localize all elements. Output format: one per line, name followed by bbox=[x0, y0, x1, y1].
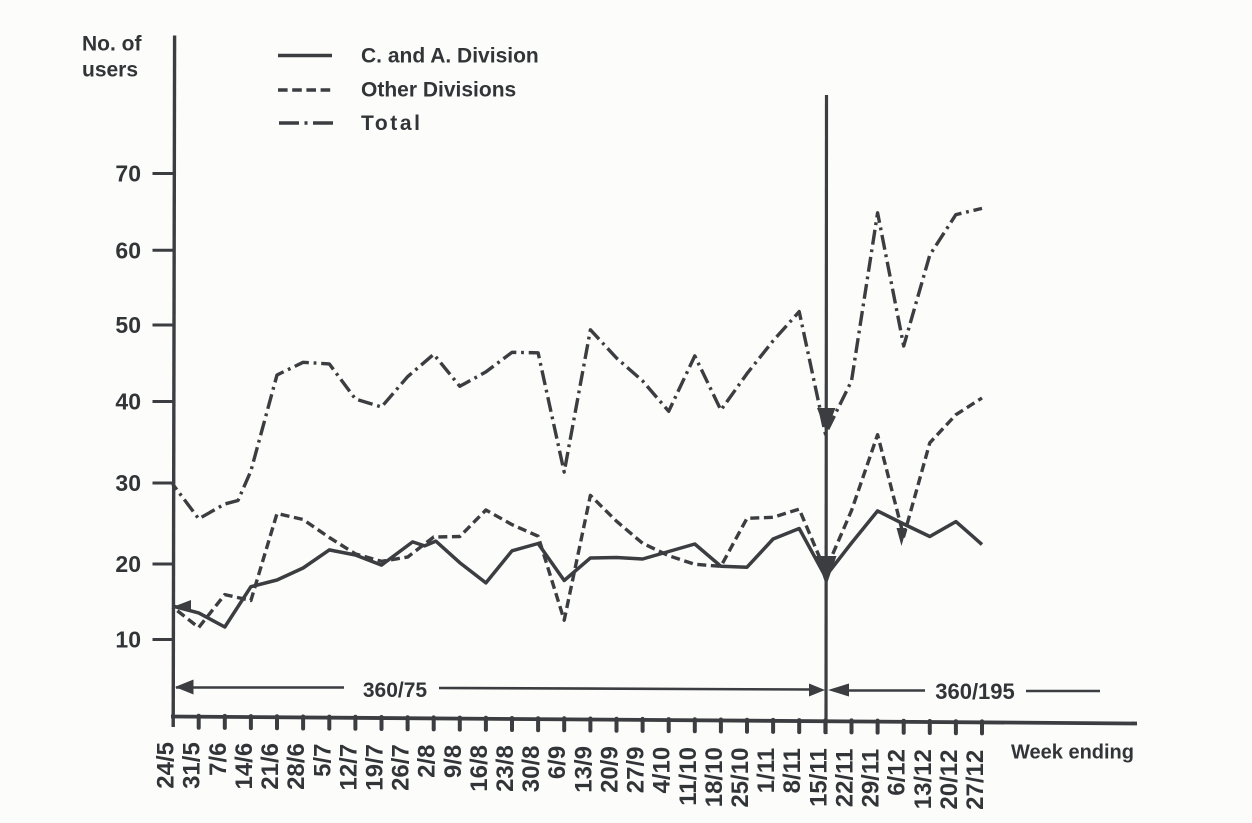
svg-text:13/12: 13/12 bbox=[910, 749, 937, 809]
svg-text:7/6: 7/6 bbox=[205, 743, 232, 776]
svg-text:18/10: 18/10 bbox=[701, 747, 728, 807]
svg-text:Total: Total bbox=[361, 112, 423, 135]
svg-text:25/10: 25/10 bbox=[727, 748, 754, 808]
svg-text:30: 30 bbox=[115, 470, 141, 496]
svg-text:5/7: 5/7 bbox=[309, 744, 336, 777]
svg-text:31/5: 31/5 bbox=[179, 742, 206, 789]
svg-text:15/11: 15/11 bbox=[805, 748, 832, 807]
svg-text:4/10: 4/10 bbox=[649, 747, 676, 794]
svg-text:360/195: 360/195 bbox=[935, 679, 1015, 704]
svg-text:21/6: 21/6 bbox=[257, 743, 284, 790]
svg-text:28/6: 28/6 bbox=[283, 743, 310, 790]
svg-text:50: 50 bbox=[115, 312, 141, 338]
svg-text:13/9: 13/9 bbox=[570, 746, 597, 793]
svg-text:24/5: 24/5 bbox=[153, 742, 180, 789]
svg-text:2/8: 2/8 bbox=[414, 745, 441, 778]
svg-text:Other Divisions: Other Divisions bbox=[361, 79, 516, 102]
svg-text:30/8: 30/8 bbox=[518, 746, 545, 793]
svg-text:12/7: 12/7 bbox=[335, 744, 362, 791]
svg-text:60: 60 bbox=[115, 237, 141, 263]
svg-text:6/9: 6/9 bbox=[544, 746, 571, 779]
svg-text:26/7: 26/7 bbox=[388, 744, 415, 791]
svg-text:6/12: 6/12 bbox=[884, 749, 911, 796]
svg-text:16/8: 16/8 bbox=[466, 745, 493, 792]
svg-text:10: 10 bbox=[115, 627, 141, 653]
svg-text:C. and A. Division: C. and A. Division bbox=[361, 45, 539, 68]
svg-text:360/75: 360/75 bbox=[363, 679, 428, 702]
svg-text:20: 20 bbox=[115, 551, 141, 577]
svg-text:8/11: 8/11 bbox=[779, 748, 806, 793]
svg-text:40: 40 bbox=[115, 389, 141, 415]
svg-text:9/8: 9/8 bbox=[440, 745, 467, 778]
svg-text:20/12: 20/12 bbox=[936, 750, 963, 810]
svg-text:27/9: 27/9 bbox=[623, 747, 650, 794]
svg-text:70: 70 bbox=[115, 161, 141, 187]
svg-text:29/11: 29/11 bbox=[858, 749, 885, 808]
svg-text:Week ending: Week ending bbox=[1011, 742, 1134, 764]
svg-text:19/7: 19/7 bbox=[362, 744, 389, 791]
svg-text:11/10: 11/10 bbox=[675, 747, 702, 806]
svg-text:23/8: 23/8 bbox=[492, 745, 519, 792]
svg-text:22/11: 22/11 bbox=[832, 749, 859, 808]
svg-text:20/9: 20/9 bbox=[597, 746, 624, 793]
svg-text:27/12: 27/12 bbox=[962, 750, 989, 810]
svg-text:14/6: 14/6 bbox=[231, 743, 258, 790]
svg-text:No. of: No. of bbox=[82, 33, 142, 56]
svg-text:users: users bbox=[82, 59, 138, 82]
svg-text:1/11: 1/11 bbox=[753, 748, 780, 793]
